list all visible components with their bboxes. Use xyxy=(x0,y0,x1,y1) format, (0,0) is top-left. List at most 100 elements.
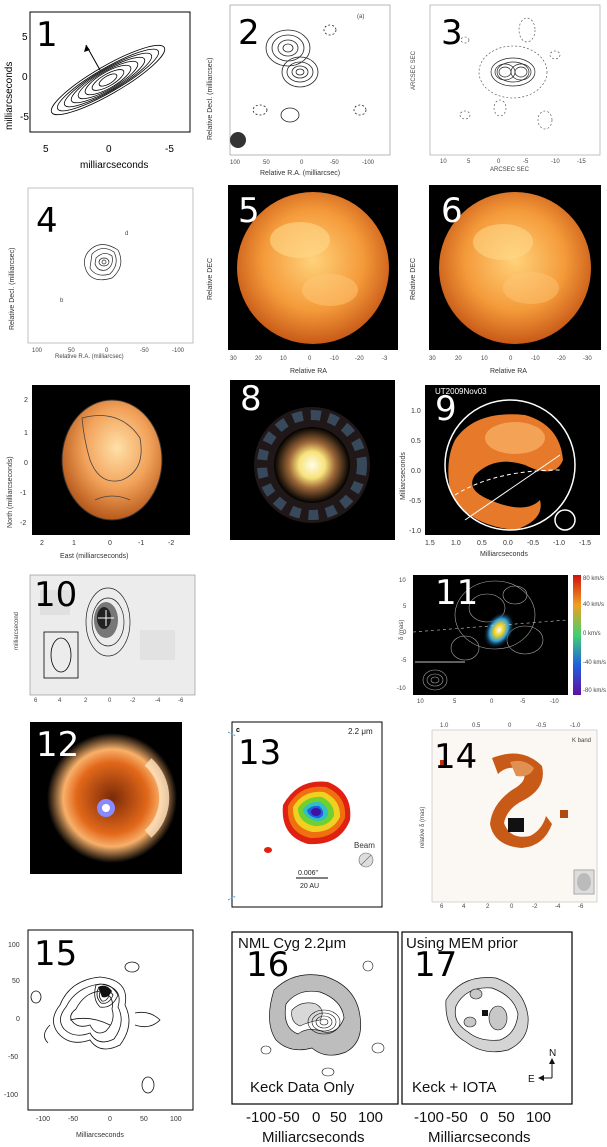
panel-1-ylabel: milliarcseconds xyxy=(4,62,15,130)
panel-6-plot: 30 20 10 0 -10 -20 -30 Relative RA Relat… xyxy=(410,185,601,375)
panel-14-xbtick-3: 0 xyxy=(510,904,514,910)
panel-2-xtick-4: -100 xyxy=(362,160,375,166)
panel-15-xtick-4: 100 xyxy=(170,1116,182,1123)
panel-7: 2 1 0 -1 -2 East (milliarcseconds) 2 1 0… xyxy=(0,380,200,570)
panel-17-compass-e: E xyxy=(528,1074,535,1085)
panel-2-xtick-0: 100 xyxy=(230,160,241,166)
panel-15-xtick-0: -100 xyxy=(36,1116,50,1123)
panel-16: NML Cyg 2.2μm Keck Data Only -100 -50 0 … xyxy=(228,930,400,1147)
panel-9: UT2009Nov03 1.5 1.0 0.5 0.0 -0.5 -1.0 -1… xyxy=(395,380,607,565)
panel-12-image xyxy=(47,733,177,863)
panel-10-ylabel: milliarcsecond xyxy=(14,612,20,650)
panel-14-plot: 1.0 0.5 0 -0.5 -1.0 K band 6 4 2 0 -2 -4… xyxy=(420,723,598,910)
panel-15: -100 -50 0 50 100 Milliarcseconds 100 50… xyxy=(0,925,200,1145)
panel-13-plot: c 2.2 μm Beam 0.006" 20 AU xyxy=(228,721,383,908)
panel-13-band: 2.2 μm xyxy=(348,727,373,736)
panel-3-number: 3 xyxy=(441,13,463,53)
panel-3-ylabel: ARCSEC SEC xyxy=(411,50,417,90)
panel-4-xtick-4: -100 xyxy=(172,348,185,354)
panel-15-ytick-2: 0 xyxy=(16,1016,20,1023)
panel-3-xlabel: ARCSEC SEC xyxy=(490,167,530,173)
panel-6-xtick-1: 20 xyxy=(455,356,462,362)
panel-6-xtick-0: 30 xyxy=(429,356,436,362)
panel-4-ylabel: Relative Decl. (milliarcsec) xyxy=(9,248,16,330)
panel-7-xtick-0: 2 xyxy=(40,540,44,547)
panel-5-xtick-5: -20 xyxy=(355,356,364,362)
panel-11-ytick-3: -5 xyxy=(401,658,407,664)
panel-5-plot: 30 20 10 0 -10 -20 -3 Relative RA Relati… xyxy=(207,185,398,375)
panel-1-number: 1 xyxy=(36,15,58,55)
panel-10-number: 10 xyxy=(34,575,78,615)
panel-10-xtick-0: 6 xyxy=(34,698,38,704)
panel-4-mark-b: b xyxy=(60,298,64,304)
panel-15-ytick-0: 100 xyxy=(8,942,20,949)
panel-2-xtick-3: -50 xyxy=(330,160,339,166)
panel-11-xtick-2: 0 xyxy=(490,699,494,705)
panel-10-xtick-3: 0 xyxy=(108,698,112,704)
panel-16-xtick-0: -100 xyxy=(246,1109,276,1126)
panel-9-xtick-2: 0.5 xyxy=(477,540,487,547)
panel-13-beam: Beam xyxy=(354,841,375,850)
panel-15-xlabel: Milliarcseconds xyxy=(76,1132,124,1139)
panel-9-title: UT2009Nov03 xyxy=(435,387,487,396)
panel-5-xtick-0: 30 xyxy=(230,356,237,362)
panel-1-plot: 5 0 -5 5 0 -5 milliarcseconds milliarcse… xyxy=(4,11,191,171)
panel-3-xtick-3: -5 xyxy=(523,159,529,165)
panel-10-xtick-5: -4 xyxy=(155,698,161,704)
panel-3: 10 5 0 -5 -10 -15 ARCSEC SEC ARCSEC SEC … xyxy=(405,0,607,175)
panel-9-ytick-2: 0.0 xyxy=(411,468,421,475)
panel-15-plot: -100 -50 0 50 100 Milliarcseconds 100 50… xyxy=(4,929,194,1139)
panel-14-xtick-1: 0.5 xyxy=(472,723,481,729)
panel-14-band: K band xyxy=(572,738,591,744)
panel-14-xbtick-6: -6 xyxy=(578,904,584,910)
panel-2-xtick-2: 0 xyxy=(300,160,304,166)
panel-14-xtick-4: -1.0 xyxy=(570,723,581,729)
panel-17-title: Using MEM prior xyxy=(406,935,518,952)
panel-11-ytick-2: 0 xyxy=(403,630,407,636)
panel-9-xtick-3: 0.0 xyxy=(503,540,513,547)
panel-7-ytick-2: 0 xyxy=(24,460,28,467)
panel-6-xtick-4: -10 xyxy=(531,356,540,362)
panel-17-xtick-1: -50 xyxy=(446,1109,468,1126)
panel-6-xtick-2: 10 xyxy=(481,356,488,362)
panel-5-xlabel: Relative RA xyxy=(290,368,327,375)
panel-2-ylabel: Relative Decl. (milliarcsec) xyxy=(207,58,214,140)
panel-10-plot: 6 4 2 0 -2 -4 -6 milliarcsecond xyxy=(14,574,196,704)
panel-10: 6 4 2 0 -2 -4 -6 milliarcsecond 10 xyxy=(0,570,200,705)
panel-4: d b 100 50 0 -50 -100 Relative R.A. (mil… xyxy=(0,180,200,360)
panel-15-xtick-3: 50 xyxy=(140,1116,148,1123)
panel-5-ylabel: Relative DEC xyxy=(207,258,214,300)
panel-4-xtick-0: 100 xyxy=(32,348,43,354)
panel-10-xtick-2: 2 xyxy=(84,698,88,704)
panel-13-tag: c xyxy=(236,727,240,734)
panel-16-xtick-1: -50 xyxy=(278,1109,300,1126)
panel-1: 5 0 -5 5 0 -5 milliarcseconds milliarcse… xyxy=(0,0,200,175)
panel-1-ytick-2: -5 xyxy=(20,112,29,123)
panel-17-xtick-3: 50 xyxy=(498,1109,515,1126)
panel-16-xtick-2: 0 xyxy=(312,1109,320,1126)
panel-8-image xyxy=(254,407,370,523)
panel-3-xtick-1: 5 xyxy=(467,159,471,165)
panel-6: 30 20 10 0 -10 -20 -30 Relative RA Relat… xyxy=(405,180,607,375)
panel-11-xtick-0: 10 xyxy=(417,699,424,705)
panel-5: 30 20 10 0 -10 -20 -3 Relative RA Relati… xyxy=(200,180,405,375)
panel-14: 1.0 0.5 0 -0.5 -1.0 K band 6 4 2 0 -2 -4… xyxy=(412,718,602,913)
panel-7-ylabel: North (milliarcseconds) xyxy=(7,456,14,528)
panel-1-xtick-1: 0 xyxy=(106,144,112,155)
panel-1-xtick-0: 5 xyxy=(43,144,49,155)
panel-7-ytick-4: -2 xyxy=(20,520,26,527)
panel-6-number: 6 xyxy=(441,191,463,231)
panel-9-xtick-0: 1.5 xyxy=(425,540,435,547)
panel-16-plot: NML Cyg 2.2μm Keck Data Only -100 -50 0 … xyxy=(231,931,399,1146)
panel-9-number: 9 xyxy=(435,389,457,429)
panel-17-xtick-4: 100 xyxy=(526,1109,551,1126)
panel-16-xtick-4: 100 xyxy=(358,1109,383,1126)
panel-9-plot: UT2009Nov03 1.5 1.0 0.5 0.0 -0.5 -1.0 -1… xyxy=(400,385,600,558)
panel-17-xtick-2: 0 xyxy=(480,1109,488,1126)
panel-4-xlabel: Relative R.A. (milliarcsec) xyxy=(55,354,124,360)
panel-6-xtick-6: -30 xyxy=(583,356,592,362)
panel-2-number: 2 xyxy=(238,13,260,53)
panel-14-xbtick-4: -2 xyxy=(532,904,538,910)
panel-12: 12 xyxy=(30,722,182,874)
panel-14-xtick-2: 0 xyxy=(508,723,512,729)
